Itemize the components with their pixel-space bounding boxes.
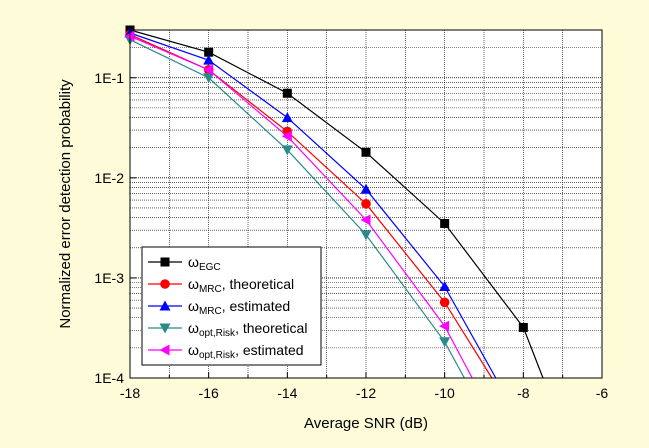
legend-marker: [159, 300, 171, 311]
data-point: [360, 214, 371, 226]
data-point: [203, 54, 215, 65]
data-point: [361, 147, 371, 157]
data-point: [440, 218, 450, 228]
series-5: [124, 30, 473, 379]
legend-label: ωopt,Risk, estimated: [188, 342, 304, 361]
series-line: [129, 39, 465, 379]
data-point: [282, 88, 292, 98]
data-point: [281, 145, 293, 156]
data-point: [204, 47, 214, 57]
y-axis-title: Normalized error detection probability: [57, 79, 74, 329]
data-point: [439, 320, 450, 332]
legend-item: ωMRC, estimated: [148, 298, 290, 317]
data-point: [203, 64, 214, 76]
legend-marker: [159, 344, 170, 356]
x-axis-title: Average SNR (dB): [304, 415, 428, 432]
legend-item: ωopt,Risk, theoretical: [148, 320, 307, 339]
x-tick-label: -6: [596, 385, 609, 401]
ticks: -18 -16 -14 -12 -10 -8 -6 1E-4 1E-3 1E-2 1E-1: [94, 70, 608, 401]
legend-item: ωEGC: [148, 254, 221, 273]
legend-marker: [159, 323, 171, 334]
legend-label: ωMRC, estimated: [188, 298, 290, 317]
data-point: [281, 130, 292, 142]
x-tick-label: -18: [120, 385, 140, 401]
series-line: [129, 35, 473, 379]
data-point: [439, 281, 451, 292]
y-tick-label: 1E-2: [94, 170, 124, 186]
data-point: [281, 112, 293, 123]
legend-item: ωopt,Risk, estimated: [148, 342, 304, 361]
legend-marker: [160, 257, 170, 267]
data-point: [360, 230, 372, 241]
x-tick-label: -8: [517, 385, 530, 401]
data-point: [439, 337, 451, 348]
legend-label: ωopt,Risk, theoretical: [188, 320, 307, 339]
x-tick-label: -16: [199, 385, 219, 401]
x-tick-label: -12: [356, 385, 376, 401]
y-tick-label: 1E-3: [94, 270, 124, 286]
legend-label: ωMRC, theoretical: [188, 276, 294, 295]
data-point: [360, 183, 372, 194]
legend-item: ωMRC, theoretical: [148, 276, 294, 295]
y-tick-label: 1E-1: [94, 70, 124, 86]
x-tick-label: -10: [435, 385, 455, 401]
x-tick-label: -14: [277, 385, 297, 401]
series-layer: [124, 25, 544, 379]
y-tick-label: 1E-4: [94, 370, 124, 386]
series-line: [129, 32, 497, 379]
legend-marker: [160, 279, 170, 289]
data-point: [518, 322, 528, 332]
data-point: [203, 73, 215, 84]
legend-label: ωEGC: [188, 254, 221, 273]
legend: ωEGC ωMRC, theoretical ωMRC, estimated ωopt…: [141, 246, 322, 366]
data-point: [361, 199, 371, 209]
data-point: [439, 297, 450, 308]
